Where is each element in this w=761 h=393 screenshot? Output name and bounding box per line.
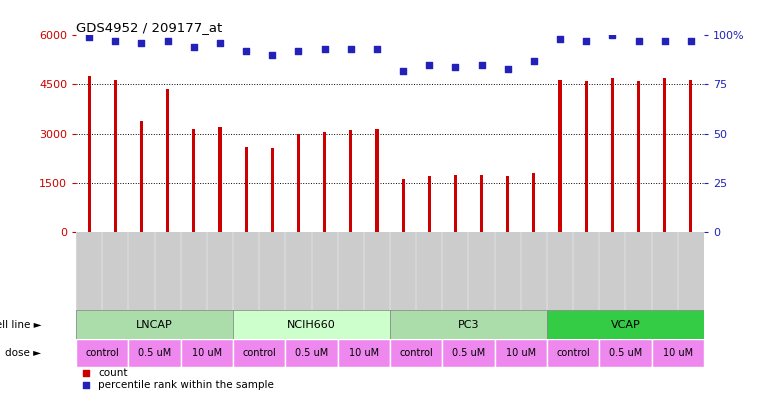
Bar (428, 176, 431, 232)
Text: 0.5 uM: 0.5 uM (295, 348, 328, 358)
Point (188, 44, 200, 50)
Bar (600, 339, 651, 367)
Bar (76, 310, 233, 339)
Point (607, 32, 619, 39)
Bar (637, 81, 640, 232)
Text: 10 uM: 10 uM (663, 348, 693, 358)
Point (345, 46, 357, 52)
Bar (584, 81, 587, 232)
Bar (88, 76, 91, 232)
Text: percentile rank within the sample: percentile rank within the sample (98, 380, 274, 390)
Bar (271, 148, 274, 232)
Text: dose ►: dose ► (5, 348, 42, 358)
Bar (506, 176, 509, 232)
Text: control: control (242, 348, 276, 358)
Bar (181, 339, 233, 367)
Text: cell line ►: cell line ► (0, 320, 42, 330)
Bar (166, 90, 169, 232)
Bar (375, 129, 378, 232)
Point (79, 382, 91, 388)
Bar (218, 127, 221, 232)
Bar (442, 339, 495, 367)
Bar (402, 180, 405, 232)
Text: count: count (98, 368, 128, 378)
Bar (495, 339, 547, 367)
Text: GDS4952 / 209177_at: GDS4952 / 209177_at (76, 21, 222, 34)
Bar (114, 79, 117, 232)
Bar (547, 339, 600, 367)
Point (319, 46, 331, 52)
Point (685, 38, 697, 44)
Bar (480, 174, 483, 232)
Bar (533, 173, 536, 232)
Bar (611, 78, 614, 232)
Bar (663, 78, 667, 232)
Bar (547, 310, 704, 339)
Point (658, 38, 670, 44)
Point (214, 40, 226, 46)
Point (79, 369, 91, 376)
Text: 0.5 uM: 0.5 uM (609, 348, 642, 358)
Bar (323, 132, 326, 232)
Point (580, 38, 592, 44)
Point (135, 40, 148, 46)
Point (161, 38, 174, 44)
Point (501, 66, 514, 72)
Text: VCAP: VCAP (610, 320, 640, 330)
Bar (285, 339, 338, 367)
Bar (129, 339, 181, 367)
Bar (193, 129, 196, 232)
Bar (233, 310, 390, 339)
Text: 0.5 uM: 0.5 uM (138, 348, 171, 358)
Bar (140, 121, 143, 232)
Bar (349, 130, 352, 232)
Text: 10 uM: 10 uM (192, 348, 222, 358)
Text: control: control (556, 348, 590, 358)
Text: 10 uM: 10 uM (506, 348, 536, 358)
Point (240, 48, 252, 54)
Bar (689, 79, 693, 232)
Point (397, 68, 409, 74)
Bar (297, 134, 300, 232)
Point (266, 52, 279, 58)
Bar (244, 147, 248, 232)
Point (110, 38, 122, 44)
Text: control: control (400, 348, 433, 358)
Text: LNCAP: LNCAP (136, 320, 173, 330)
Point (449, 64, 461, 70)
Point (371, 46, 383, 52)
Bar (338, 339, 390, 367)
Bar (76, 339, 129, 367)
Point (554, 36, 566, 42)
Bar (559, 79, 562, 232)
Bar (390, 339, 442, 367)
Text: control: control (85, 348, 119, 358)
Point (83, 34, 95, 40)
Point (632, 38, 645, 44)
Text: PC3: PC3 (457, 320, 479, 330)
Text: 10 uM: 10 uM (349, 348, 379, 358)
Point (423, 62, 435, 68)
Point (528, 58, 540, 64)
Point (476, 62, 488, 68)
Bar (454, 174, 457, 232)
Point (292, 48, 304, 54)
Text: 0.5 uM: 0.5 uM (452, 348, 485, 358)
Bar (651, 339, 704, 367)
Text: NCIH660: NCIH660 (287, 320, 336, 330)
Bar (233, 339, 285, 367)
Bar (390, 310, 547, 339)
